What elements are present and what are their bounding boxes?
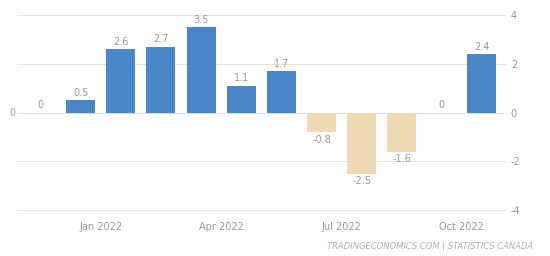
Text: 0: 0 xyxy=(439,100,445,110)
Text: -2.5: -2.5 xyxy=(352,176,371,186)
Bar xyxy=(387,113,416,152)
Bar xyxy=(347,113,376,174)
Text: 3.5: 3.5 xyxy=(194,15,209,25)
Text: 0: 0 xyxy=(37,100,43,110)
Bar xyxy=(106,49,135,113)
Text: 1.1: 1.1 xyxy=(234,73,249,83)
Text: 0.5: 0.5 xyxy=(73,88,89,98)
Bar xyxy=(186,27,216,113)
Bar xyxy=(227,86,256,113)
Bar xyxy=(468,54,496,113)
Bar xyxy=(66,100,95,113)
Text: TRADINGECONOMICS.COM | STATISTICS CANADA: TRADINGECONOMICS.COM | STATISTICS CANADA xyxy=(327,242,534,251)
Text: 2.4: 2.4 xyxy=(474,42,490,52)
Text: 1.7: 1.7 xyxy=(273,59,289,69)
Text: 2.7: 2.7 xyxy=(153,34,169,44)
Text: 0: 0 xyxy=(9,108,16,118)
Text: -0.8: -0.8 xyxy=(312,135,331,145)
Bar xyxy=(146,47,175,113)
Bar xyxy=(307,113,336,132)
Text: -1.6: -1.6 xyxy=(392,154,411,164)
Bar xyxy=(267,71,296,113)
Text: 2.6: 2.6 xyxy=(113,37,129,47)
